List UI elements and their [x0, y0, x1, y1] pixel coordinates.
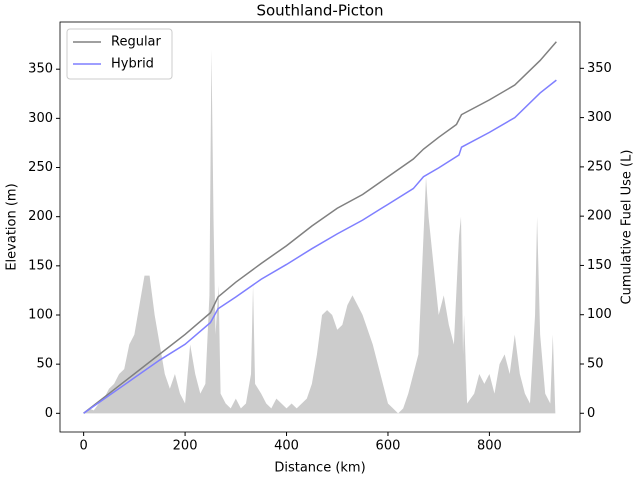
x-tick-label: 800	[477, 439, 502, 454]
x-tick-label: 400	[274, 439, 299, 454]
y-tick-label: 0	[45, 406, 53, 421]
x-tick-label: 0	[79, 439, 87, 454]
x-tick-label: 200	[173, 439, 198, 454]
x-axis-label: Distance (km)	[274, 461, 365, 476]
y-tick-label: 100	[28, 307, 53, 322]
y2-tick-label: 200	[587, 209, 612, 224]
series-line	[83, 79, 557, 414]
series-line	[83, 41, 557, 414]
legend-label: Hybrid	[111, 57, 154, 72]
elevation-area	[83, 49, 557, 414]
y2-tick-label: 100	[587, 307, 612, 322]
y-tick-label: 350	[28, 62, 53, 77]
y-tick-label: 250	[28, 160, 53, 175]
y2-tick-label: 0	[587, 406, 595, 421]
y2-tick-label: 250	[587, 159, 612, 174]
y-tick-label: 150	[28, 258, 53, 273]
y2-axis-label: Cumulative Fuel Use (L)	[620, 150, 635, 305]
y2-tick-label: 350	[587, 61, 612, 76]
y-axis-label: Elevation (m)	[5, 183, 20, 270]
plot-frame	[59, 21, 581, 433]
y-tick-label: 300	[28, 111, 53, 126]
y2-tick-label: 150	[587, 258, 612, 273]
y2-tick-label: 50	[587, 356, 604, 371]
y2-tick-label: 300	[587, 110, 612, 125]
chart-title: Southland-Picton	[256, 2, 383, 20]
y-tick-label: 50	[36, 357, 53, 372]
legend-label: Regular	[111, 35, 162, 50]
x-tick-label: 600	[376, 439, 401, 454]
y-tick-label: 200	[28, 209, 53, 224]
